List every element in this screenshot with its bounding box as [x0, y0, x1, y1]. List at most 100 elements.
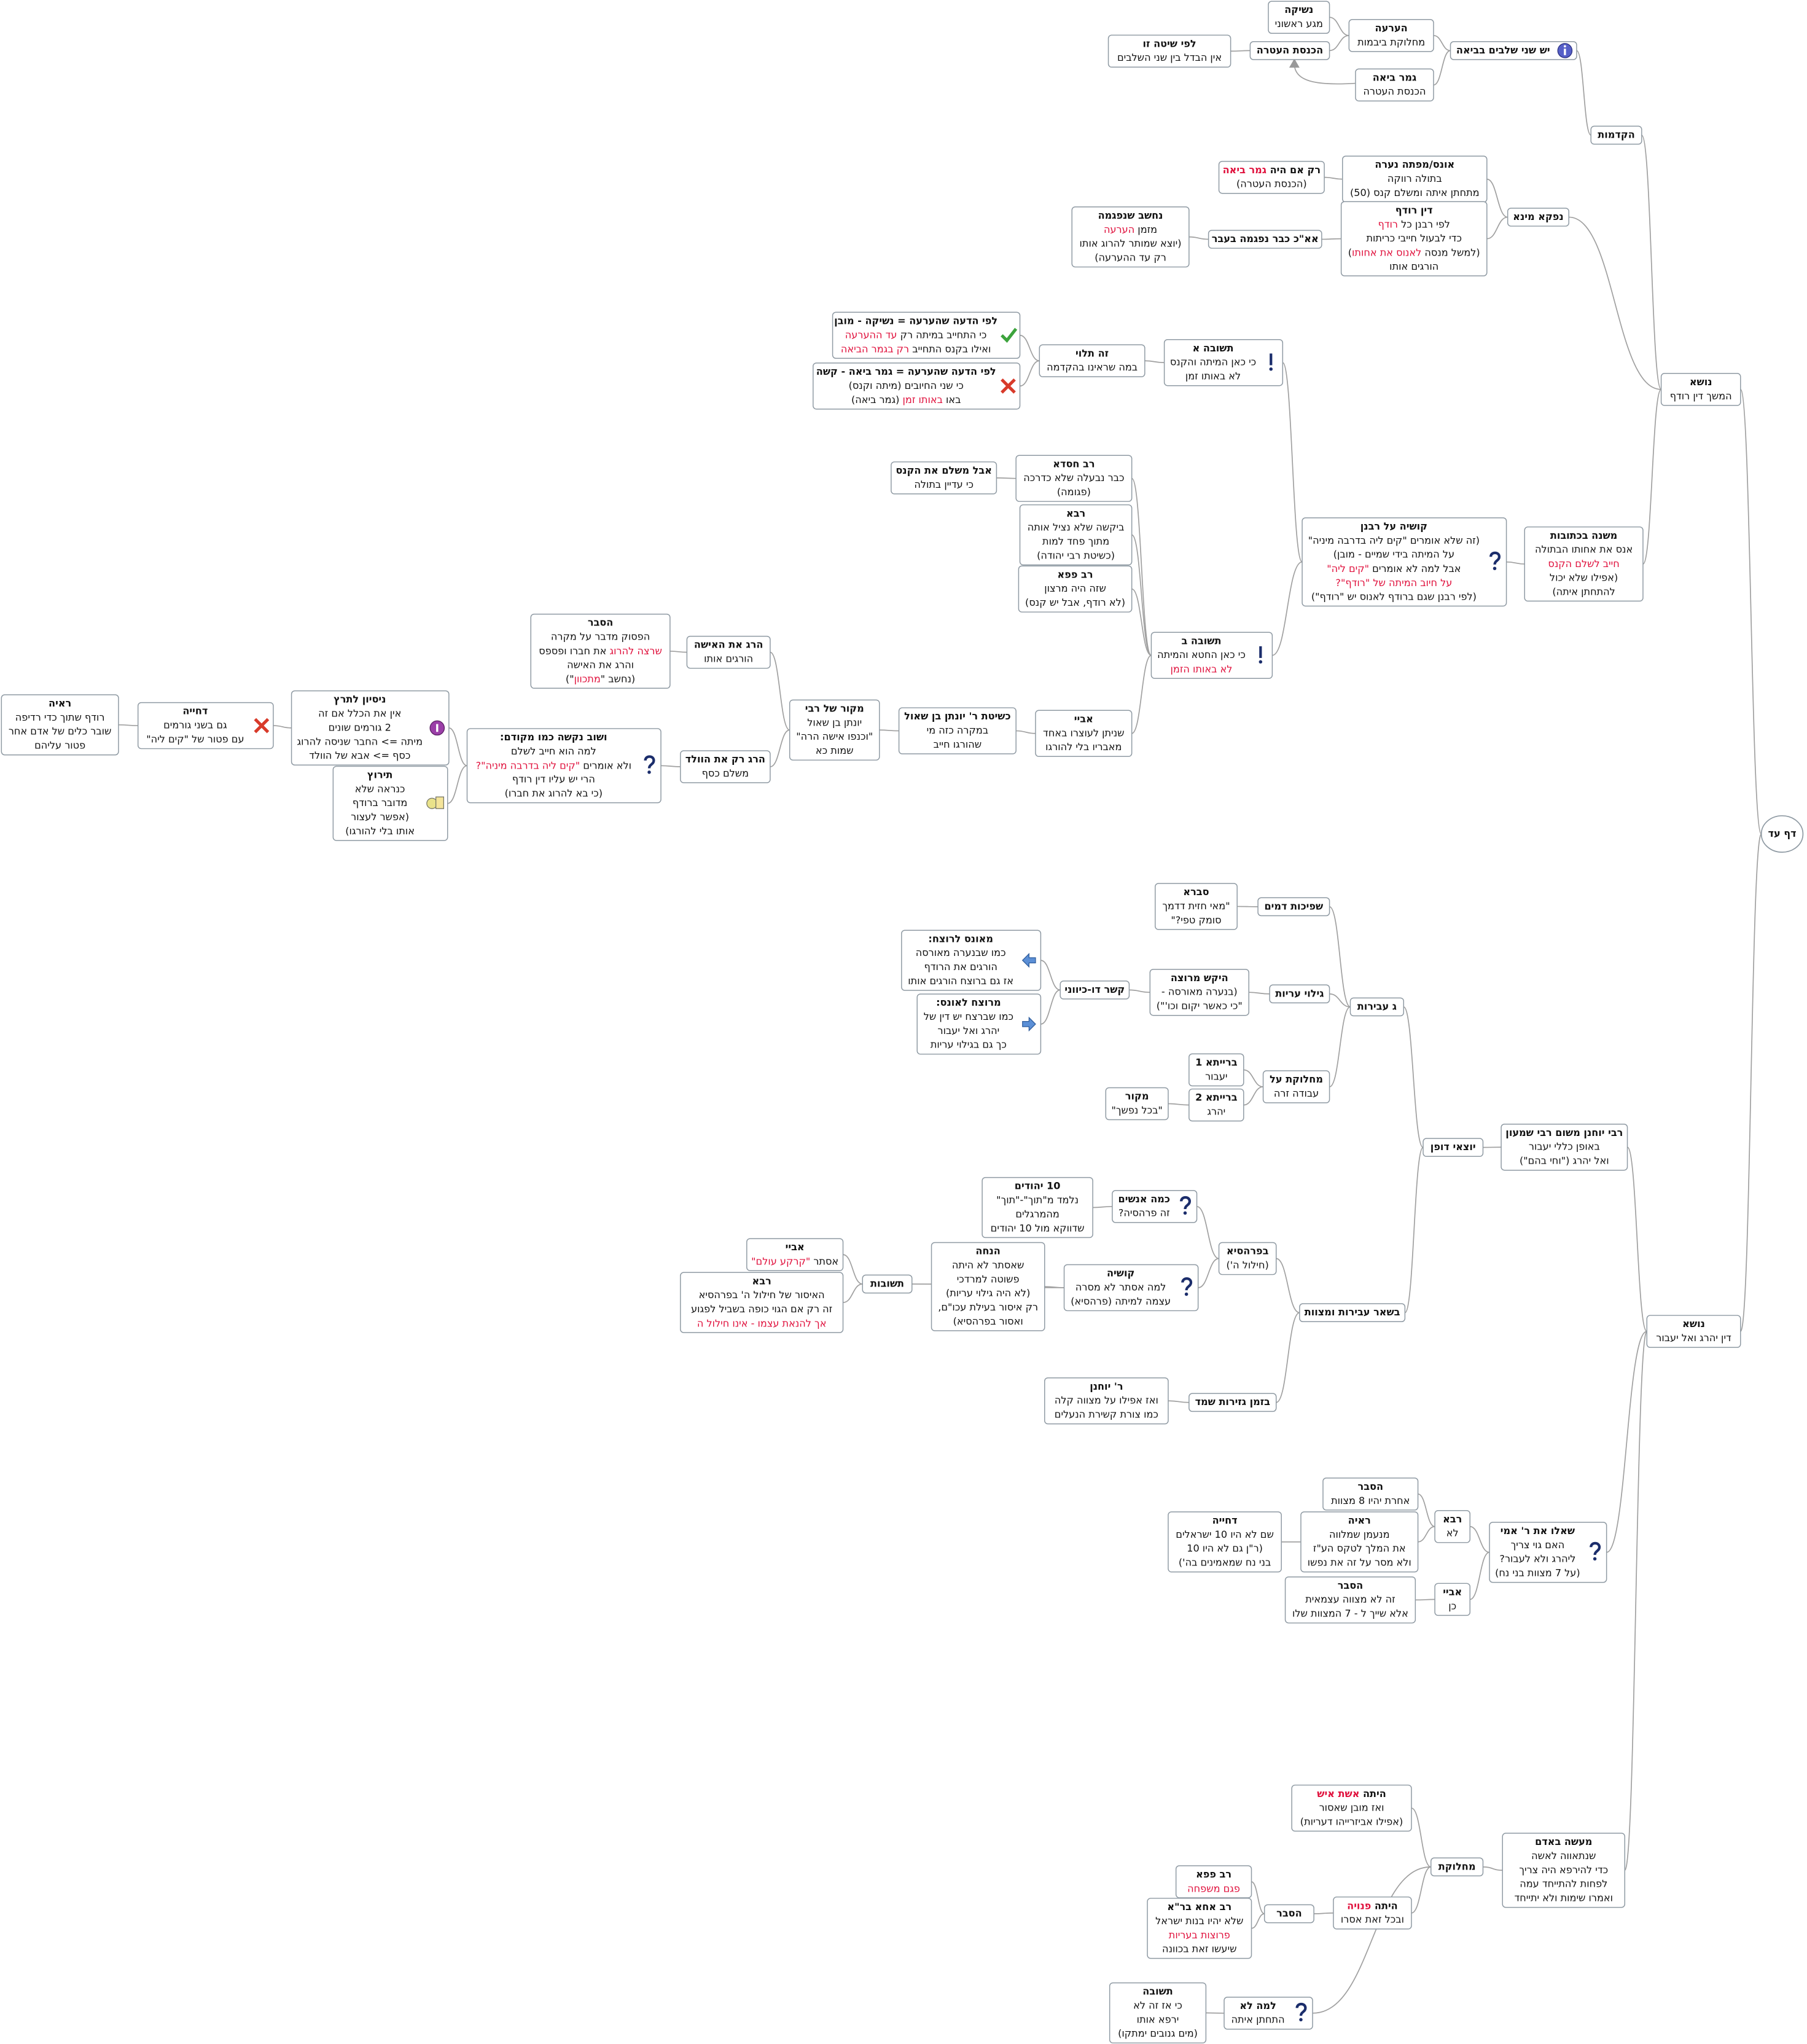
node-text: הפסוק מדבר על מקרה — [551, 631, 650, 643]
node-text: 2 גורמים שונים — [329, 721, 391, 733]
node-text: באו באותו זמן (גמר ביאה) — [851, 394, 961, 405]
connector — [273, 725, 292, 729]
node-text: לפחות להתייחד עמה — [1520, 1878, 1607, 1890]
node-text: יונתן בן שאול — [807, 716, 862, 728]
node-text: קושיה — [1107, 1267, 1134, 1279]
node-box — [1434, 1583, 1471, 1616]
node-text: נלמד מ"תוך"-"תוך" — [996, 1194, 1079, 1206]
node-box — [1430, 1857, 1484, 1877]
connector — [1418, 1493, 1435, 1527]
node-text: יעבור — [1205, 1070, 1227, 1082]
connector — [1243, 1069, 1263, 1087]
node-text: שיעשו זאת בכוונה — [1162, 1943, 1236, 1955]
node-text: הכנסת העטרה — [1257, 44, 1323, 56]
node-box — [862, 1274, 913, 1294]
node-box — [1333, 1896, 1412, 1930]
connector — [1198, 1258, 1219, 1288]
root-node — [1760, 815, 1804, 853]
node-text: (ר"ן גם לא היו 10 — [1187, 1543, 1263, 1554]
pin-bar — [436, 724, 439, 732]
connector — [1626, 1146, 1648, 1332]
icon-ex — [1259, 646, 1263, 664]
node-text: כשיטת ר' יונתן בן שאול — [904, 710, 1010, 722]
node-text: המשך דין רודף — [1670, 390, 1732, 402]
node-text: רב חסדא — [1053, 458, 1095, 469]
node-text: "מאי חזית דדמך — [1162, 900, 1230, 912]
node-text: (זה שלא אומרים "קים ליה בדרבה מיניה" — [1308, 534, 1480, 546]
node-text: ירפא אותו — [1137, 2013, 1179, 2025]
node-text: אונס/מפתה נערה — [1375, 159, 1454, 170]
node-box — [1168, 1511, 1282, 1573]
connector — [1131, 534, 1152, 656]
info-dot — [1563, 45, 1566, 48]
node-box — [1269, 984, 1330, 1004]
text-part: היתה — [1371, 1900, 1397, 1911]
node-text: הורגים אותו — [704, 653, 753, 665]
node-text: ברייתא 2 — [1195, 1092, 1238, 1103]
node-text: הרי יש עליו דין רודף — [512, 773, 595, 785]
connector — [1470, 1525, 1490, 1553]
node-text: קושיה על רבנן — [1360, 520, 1427, 532]
node-box — [1322, 1478, 1419, 1511]
node-box — [1188, 1053, 1244, 1087]
node-box — [1355, 68, 1434, 102]
node-text: (אפילו אביזרייהו דעריות) — [1300, 1815, 1403, 1827]
node-text: ואילו בקנס התחייב רק בגמר הביאה — [841, 343, 991, 354]
text-part: כי התחייב במיתה רק — [897, 329, 986, 340]
node-text: על חיוב המיתה של "רודף"? — [1335, 576, 1452, 588]
node-text: לפי הדעה שהערעה = נשיקה - מובן — [834, 315, 997, 326]
icon-no — [1001, 378, 1016, 394]
connectors — [118, 17, 1762, 2014]
question-icon — [1489, 551, 1501, 565]
node-text: ושוב נקשה כמו מקודם: — [500, 731, 607, 743]
node-text: רבי יוחנן משום רבי שמעון — [1505, 1127, 1623, 1138]
node-text: גילוי עריות — [1275, 987, 1324, 999]
exclaim-dot — [1259, 660, 1263, 664]
node-text: (כשיטת רבי יהודה) — [1037, 549, 1115, 561]
node-text: (למשל מנסה לאנוס את אחותו) — [1348, 246, 1480, 258]
node-text: (נחשב "מתכוון") — [566, 673, 635, 684]
node-box — [332, 766, 448, 841]
node-text: לא באותו זמן — [1185, 370, 1241, 382]
node-text: (יוצא שמותר להרוג אותו — [1080, 238, 1182, 249]
node-text: כמו צורת קשירת הנעלים — [1055, 1409, 1158, 1420]
connector — [1324, 176, 1343, 180]
node-text: רבא — [1443, 1513, 1462, 1525]
node-text: כך גם בגילוי עריות — [931, 1039, 1007, 1051]
node-text: הכנסת העטרה — [1363, 85, 1426, 97]
icon-pen — [426, 796, 445, 809]
node-box — [1300, 1511, 1419, 1573]
connector — [1415, 1599, 1435, 1601]
icon-ex — [1269, 353, 1273, 371]
connector — [1168, 1400, 1189, 1403]
node-text: ביקשה שלא נציל אותה — [1028, 522, 1125, 533]
connector — [669, 651, 687, 653]
node-text: רבא — [1066, 507, 1085, 519]
icon-q — [1181, 1277, 1193, 1296]
text-part: היתה — [1359, 1788, 1386, 1799]
node-text: במקרה כזה מי — [927, 724, 989, 736]
node-text: (בנערה מאורסה - — [1161, 986, 1238, 998]
node-text: "וכנפו אישה הרה" — [796, 730, 873, 742]
connector — [1404, 1146, 1424, 1314]
node-text: מחלוקת על — [1270, 1073, 1323, 1085]
connector — [770, 651, 790, 731]
connector — [1329, 34, 1349, 52]
check-icon — [1001, 327, 1018, 343]
connector — [1144, 360, 1165, 364]
node-text: תשובה א — [1193, 342, 1234, 354]
node-text: אא"כ כבר נפגמה בעבר — [1212, 233, 1319, 245]
node-text: אך להנאת עצמו - אינו חילול ה — [697, 1317, 827, 1329]
node-text: פגם משפחה — [1187, 1882, 1240, 1894]
connector — [1040, 989, 1061, 1025]
highlighted-text: הערעה — [1104, 224, 1134, 235]
node-text: שמות כא — [816, 745, 854, 756]
node-text: (לפי רבנן שגם ברודף לאנוס יש "רודף") — [1311, 590, 1477, 602]
question-dot — [1593, 1557, 1597, 1561]
node-text: נושא — [1690, 376, 1712, 388]
node-text: אחרת יהיו 8 מצוות — [1331, 1495, 1410, 1506]
node-box — [1263, 1904, 1314, 1924]
text-part: לפי רבנן כל — [1398, 218, 1450, 230]
node-text: ואמרו שימות ולא יתייחד — [1514, 1892, 1613, 1904]
arrow-icon — [1021, 952, 1036, 968]
